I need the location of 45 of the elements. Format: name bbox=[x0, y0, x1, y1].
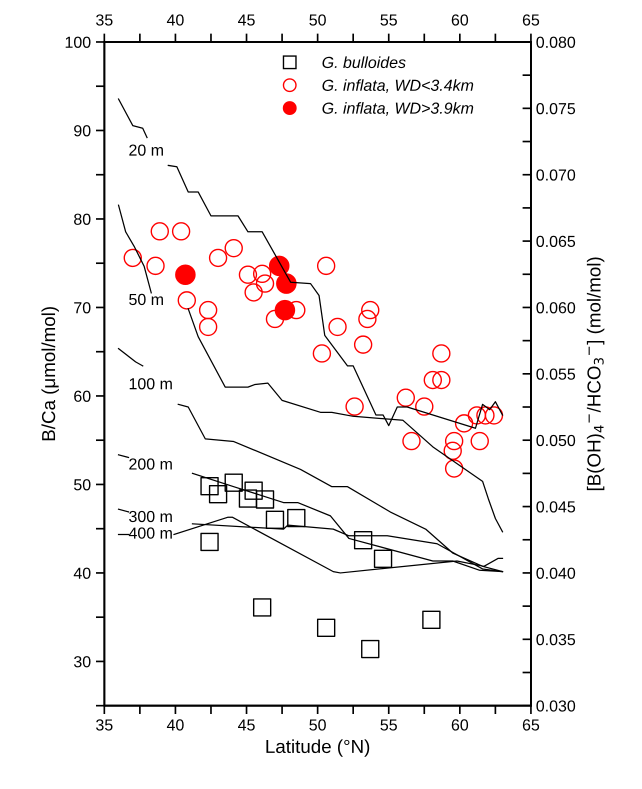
y-tick-label: 60 bbox=[74, 390, 91, 402]
x2-tick-label: 60 bbox=[452, 14, 468, 26]
y-tick-label: 40 bbox=[74, 568, 91, 579]
y2-tick-label: 0.030 bbox=[536, 700, 576, 712]
y-axis-title: B/Ca (μmol/mol) bbox=[41, 307, 59, 440]
y2-tick-label: 0.070 bbox=[536, 169, 576, 181]
y2-tick-label: 0.060 bbox=[536, 302, 576, 314]
y-tick-label: 90 bbox=[74, 125, 91, 136]
x-tick-label: 60 bbox=[452, 719, 468, 731]
x-axis-title: Latitude (°N) bbox=[266, 739, 370, 757]
y2-axis-title: [B(OH)$_{4}$$^{−}$/HCO$_{3}$$^{−}$] (mol/mol) bbox=[586, 257, 604, 490]
x2-tick-label: 50 bbox=[309, 14, 326, 26]
y-tick-label: 30 bbox=[74, 656, 91, 668]
x2-tick-label: 35 bbox=[96, 14, 113, 26]
series-label: 400 m bbox=[128, 527, 172, 539]
y2-tick-label: 0.050 bbox=[536, 434, 576, 446]
series-label: 50 m bbox=[129, 294, 163, 306]
y2-tick-label: 0.075 bbox=[536, 102, 576, 114]
x-tick-label: 45 bbox=[238, 719, 255, 731]
x2-tick-label: 55 bbox=[380, 14, 397, 26]
x-tick-label: 35 bbox=[96, 719, 113, 731]
y2-tick-label: 0.045 bbox=[536, 501, 576, 513]
series-label: 100 m bbox=[130, 378, 172, 390]
x-tick-label: 55 bbox=[380, 719, 397, 731]
y-tick-label: 100 bbox=[66, 36, 91, 48]
y-tick-label: 50 bbox=[74, 479, 91, 490]
x-tick-label: 50 bbox=[309, 719, 326, 731]
x2-tick-label: 45 bbox=[238, 14, 255, 26]
y2-tick-label: 0.035 bbox=[536, 634, 576, 646]
series-label: 200 m bbox=[129, 458, 172, 470]
y-tick-label: 70 bbox=[74, 302, 91, 314]
y-tick-label: 80 bbox=[74, 214, 91, 225]
y2-tick-label: 0.040 bbox=[536, 568, 576, 579]
y2-tick-label: 0.080 bbox=[536, 36, 576, 48]
x-tick-label: 40 bbox=[166, 719, 184, 731]
legend-label: G. inflata, WD<3.4km bbox=[322, 79, 474, 93]
y2-tick-label: 0.055 bbox=[536, 368, 576, 380]
x2-tick-label: 40 bbox=[166, 14, 184, 26]
legend-label: G. bulloides bbox=[322, 56, 406, 68]
x2-tick-label: 65 bbox=[522, 14, 540, 26]
series-label: 300 m bbox=[129, 510, 172, 522]
series-label: 20 m bbox=[129, 144, 163, 156]
x-tick-label: 65 bbox=[522, 719, 540, 731]
legend-label: G. inflata, WD>3.9km bbox=[322, 102, 474, 116]
y2-tick-label: 0.065 bbox=[536, 236, 576, 248]
